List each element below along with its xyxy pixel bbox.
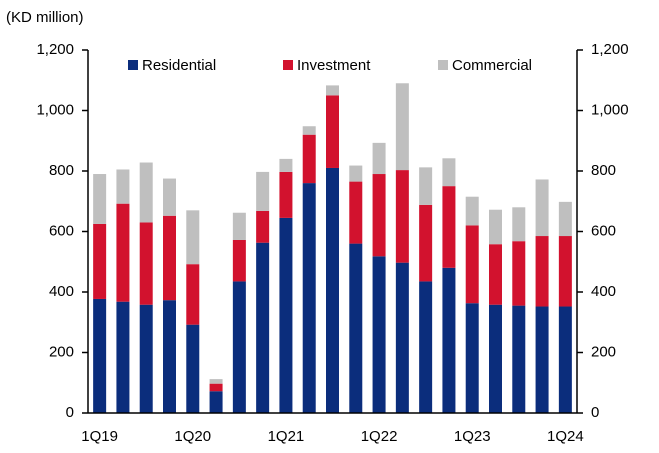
bar-segment: [512, 305, 526, 413]
bar-segment: [535, 179, 549, 237]
bar-segment: [372, 174, 386, 257]
bar-segment: [395, 262, 409, 413]
y-axis-label: (KD million): [6, 9, 84, 26]
bar-segment: [186, 264, 200, 325]
bar-segment: [256, 210, 270, 243]
x-tick-label: 1Q24: [547, 428, 584, 445]
bar-segment: [419, 204, 433, 282]
bar-segment: [512, 241, 526, 306]
bar-segment: [209, 391, 223, 413]
y-tick-label: 200: [49, 343, 74, 360]
y-tick-label: 400: [49, 283, 74, 300]
y2-tick-label: 400: [591, 283, 616, 300]
bar-segment: [489, 209, 502, 245]
bar-segment: [419, 281, 433, 413]
bar-segment: [535, 306, 549, 413]
bar-segment: [395, 170, 409, 263]
bar-segment: [93, 298, 107, 413]
bar-segment: [489, 244, 502, 305]
bar-segment: [256, 242, 270, 413]
bar-segment: [349, 165, 363, 182]
bar-segment: [232, 281, 246, 413]
bar-segment: [186, 324, 200, 413]
bar-segment: [442, 267, 456, 413]
bar-segment: [209, 379, 223, 384]
bar-segment: [139, 162, 153, 223]
bar-segment: [279, 171, 293, 218]
y2-tick-label: 1,000: [591, 101, 629, 118]
bar-segment: [302, 126, 316, 135]
bar-segment: [256, 171, 270, 211]
y2-tick-label: 800: [591, 162, 616, 179]
bar-segment: [419, 167, 433, 205]
bar-segment: [558, 201, 572, 237]
bar-segment: [465, 303, 479, 413]
bar-segment: [349, 243, 363, 413]
y-tick-label: 1,200: [36, 41, 74, 58]
x-tick-label: 1Q19: [81, 428, 118, 445]
bar-segment: [558, 306, 572, 413]
bar-segment: [465, 196, 479, 226]
legend-label: Commercial: [452, 57, 532, 74]
bar-segment: [489, 304, 502, 413]
y2-tick-label: 1,200: [591, 41, 629, 58]
bar-segment: [326, 85, 339, 96]
bar-segment: [465, 225, 479, 304]
bar-segment: [209, 383, 223, 392]
bar-segment: [116, 301, 130, 413]
legend-label: Residential: [142, 57, 216, 74]
bar-segment: [232, 239, 246, 282]
y-tick-label: 600: [49, 222, 74, 239]
x-tick-label: 1Q23: [454, 428, 491, 445]
y2-tick-label: 600: [591, 222, 616, 239]
x-tick-label: 1Q22: [361, 428, 398, 445]
x-tick-label: 1Q20: [174, 428, 211, 445]
bar-segment: [186, 210, 200, 265]
bar-segment: [93, 174, 107, 224]
legend-swatch: [283, 60, 293, 70]
bar-segment: [93, 223, 107, 299]
bar-segment: [139, 222, 153, 305]
bar-segment: [116, 169, 130, 204]
y2-tick-label: 200: [591, 343, 616, 360]
bar-segment: [395, 83, 409, 171]
bar-segment: [163, 215, 176, 301]
bar-segment: [163, 178, 176, 216]
bar-segment: [558, 236, 572, 307]
bar-segment: [372, 142, 386, 175]
y2-tick-label: 0: [591, 404, 599, 421]
bar-segment: [535, 236, 549, 307]
bar-segment: [163, 300, 176, 413]
y-tick-label: 0: [66, 404, 74, 421]
bar-segment: [232, 212, 246, 240]
y-tick-label: 1,000: [36, 101, 74, 118]
bar-segment: [139, 304, 153, 413]
bar-segment: [372, 256, 386, 413]
legend-swatch: [438, 60, 448, 70]
bar-segment: [302, 134, 316, 184]
bar-segment: [442, 158, 456, 187]
legend-swatch: [128, 60, 138, 70]
bar-segment: [442, 186, 456, 268]
bar-segment: [326, 167, 339, 413]
legend-label: Investment: [297, 57, 371, 74]
bar-segment: [116, 203, 130, 302]
bar-segment: [279, 217, 293, 413]
y-tick-label: 800: [49, 162, 74, 179]
bar-segment: [326, 95, 339, 168]
bar-segment: [512, 207, 526, 242]
bar-segment: [279, 158, 293, 172]
x-tick-label: 1Q21: [268, 428, 305, 445]
bar-segment: [302, 183, 316, 413]
bar-segment: [349, 181, 363, 244]
